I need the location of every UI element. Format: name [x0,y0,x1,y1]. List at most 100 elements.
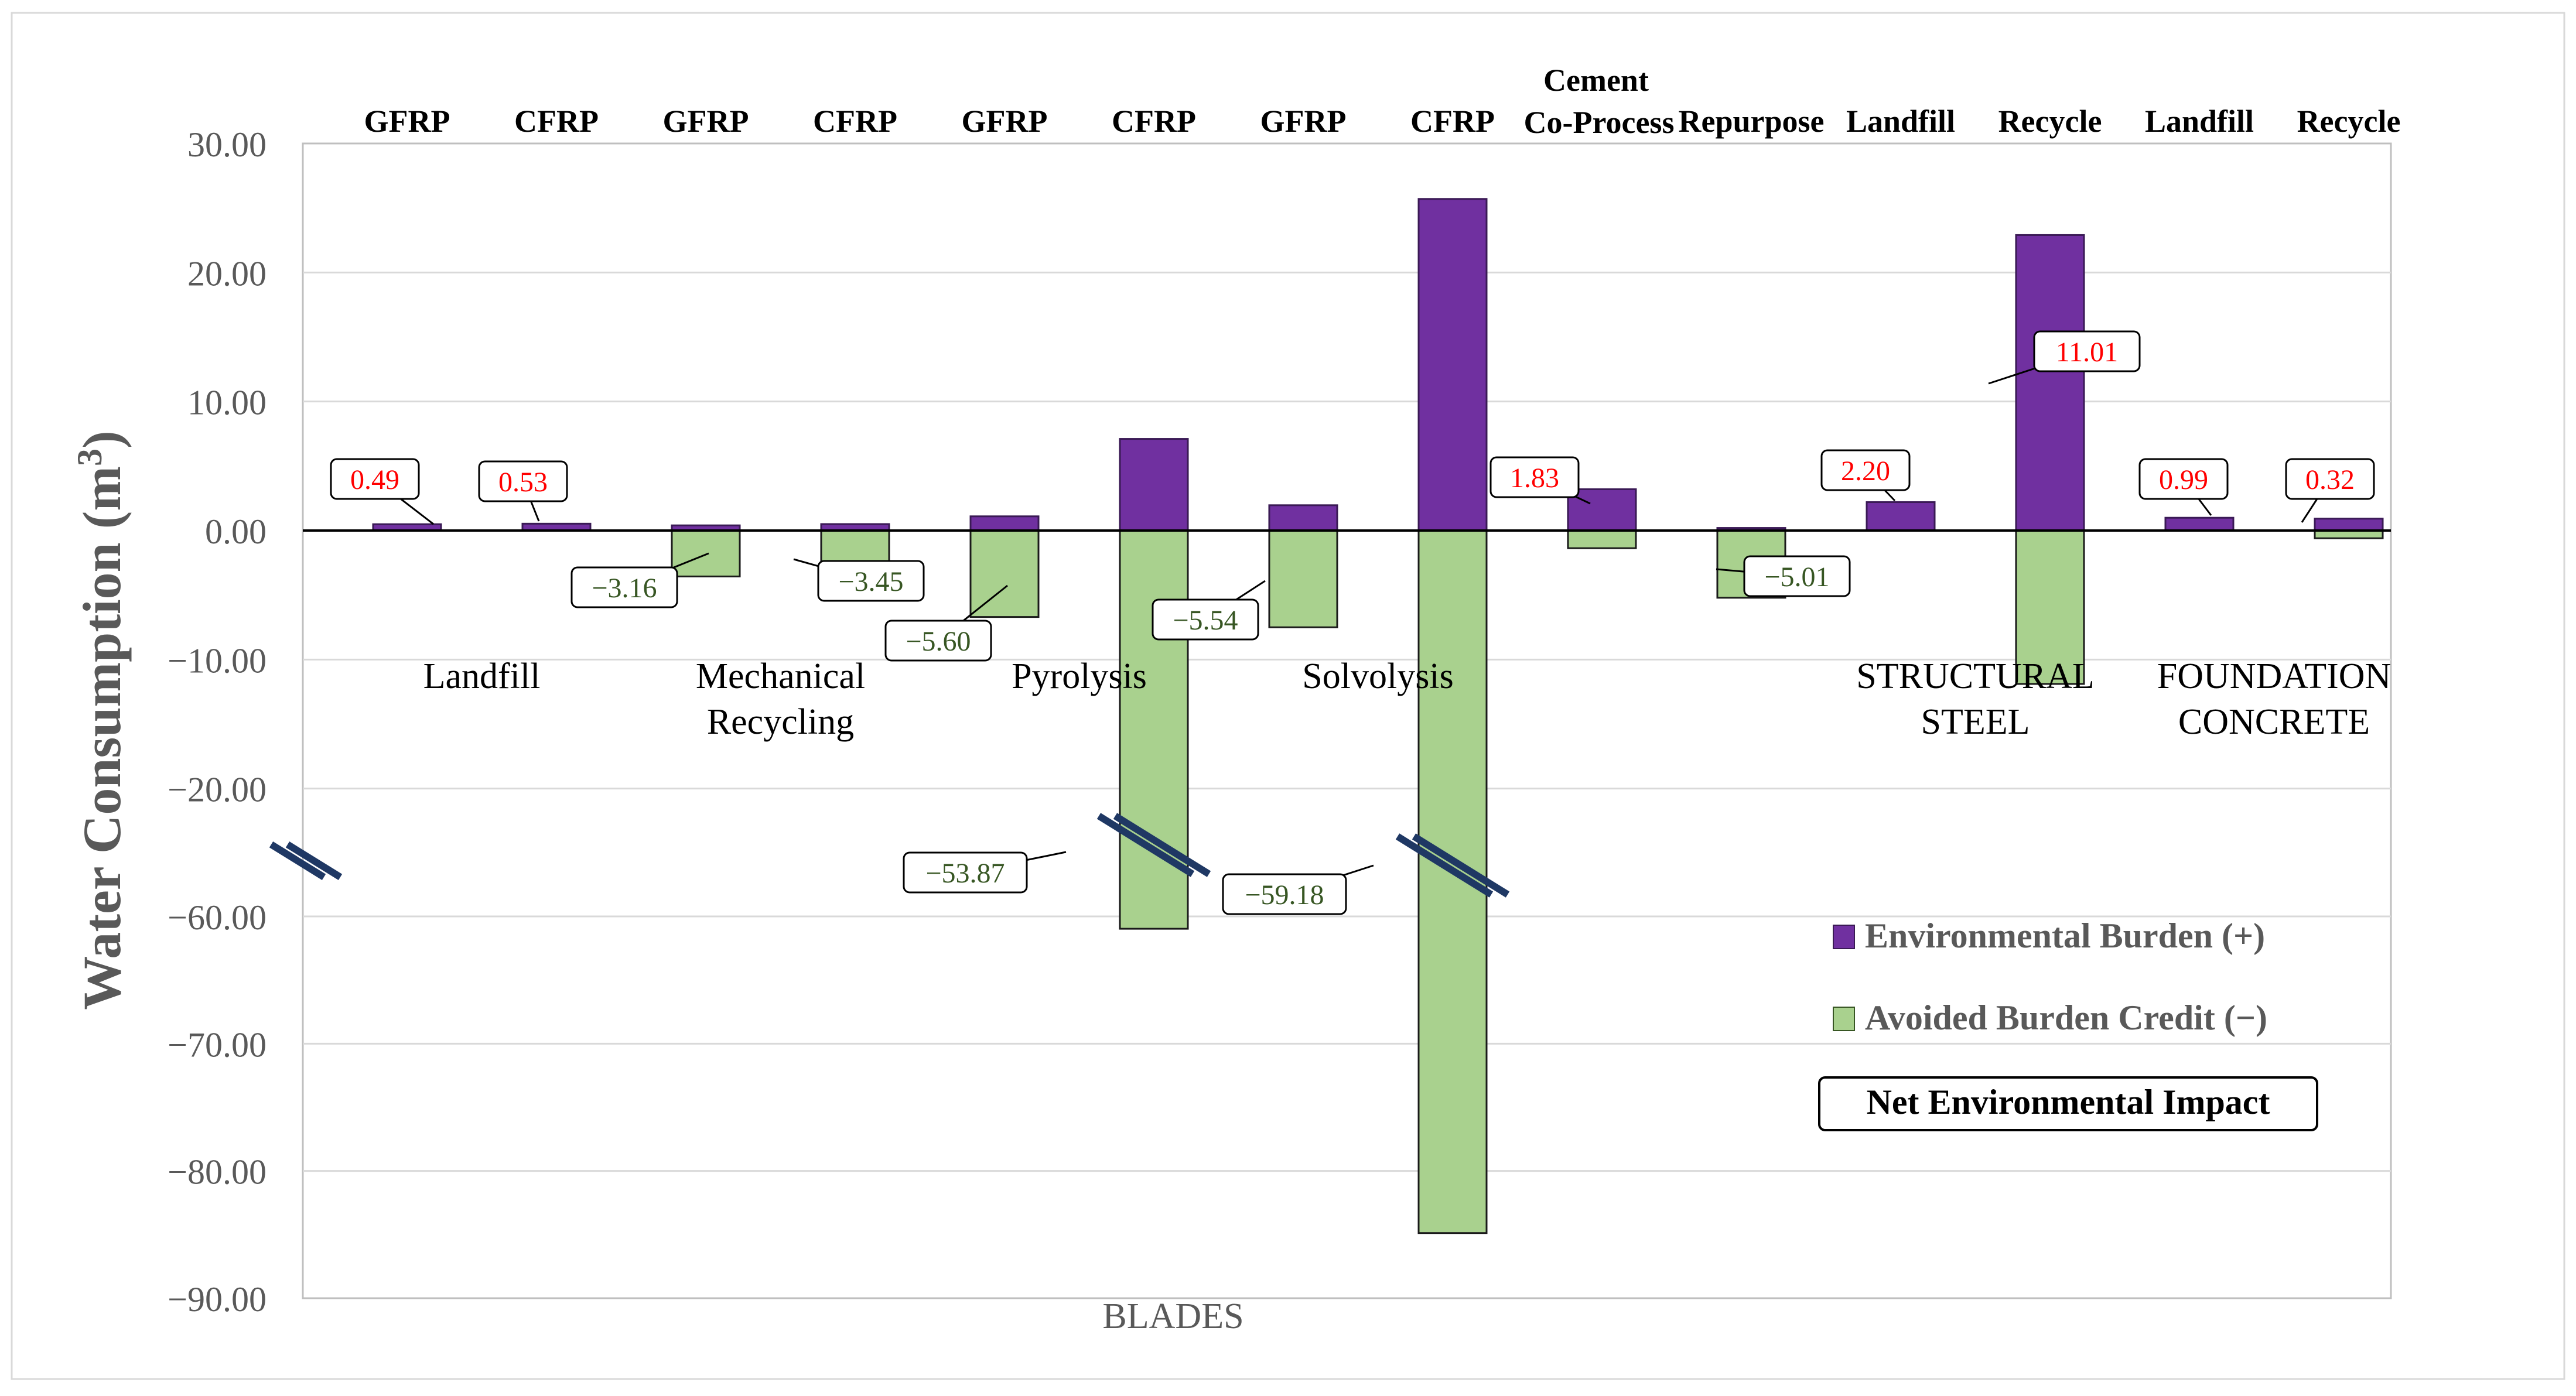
category-label: CFRP [1112,104,1196,139]
credit-bar [1268,529,1338,628]
burden-bar [969,515,1040,532]
y-axis-title-superscript: 3 [70,449,109,466]
y-tick-label: −90.00 [168,1280,267,1319]
axis-break-stroke [269,841,326,880]
category-label: CFRP [514,104,599,139]
burden-bar [2164,516,2235,532]
y-tick-label: −20.00 [168,771,267,809]
group-label-line: Solvolysis [1302,656,1453,696]
group-label-line: Landfill [423,656,541,696]
axis-break-stroke [1113,813,1211,877]
callout-box [1152,598,1259,641]
y-axis-title: Water Consumption (m3) [70,430,132,1010]
callout-box [884,620,992,662]
y-axis-title-close: ) [72,430,132,449]
y-tick-label: −10.00 [168,641,267,680]
callout-box [2138,458,2229,500]
callout-box [817,560,925,602]
burden-bar [2314,518,2384,532]
net-value-label: −3.45 [838,566,903,597]
axis-break-stroke [285,841,343,880]
y-axis: 30.00 20.00 10.00 0.00 −10.00 −20.00 −60.00 −70… [168,125,267,1319]
callout-box [570,566,678,608]
category-label: GFRP [663,104,749,139]
net-value-label: 0.99 [2159,464,2208,495]
credit-bar [1567,529,1637,549]
callout-box [478,460,568,502]
burden-bar [1119,438,1189,532]
net-value-label: 2.20 [1841,456,1890,487]
credit-bar [1119,529,1189,930]
group-label-line: Recycling [707,702,854,742]
group-label: FOUNDATION CONCRETE [2157,656,2391,742]
legend-net-box [1818,1076,2318,1131]
net-value-label: 0.32 [2305,464,2355,495]
y-tick-label: 30.00 [187,125,267,164]
legend-swatch-credit [1833,1007,1855,1031]
x-axis-title: BLADES [1102,1296,1243,1336]
category-label-line: Co-Process [1524,105,1675,140]
burden-bar [2015,234,2085,532]
net-value-label: 0.53 [498,467,548,498]
group-label-line: Mechanical [696,656,865,696]
credit-bar [671,529,741,577]
category-labels: GFRP CFRP GFRP CFRP GFRP CFRP GFRP CFRP Cement Co… [364,63,2401,140]
category-label: Landfill [1846,104,1955,139]
group-label: Pyrolysis [1012,656,1147,696]
category-label: GFRP [962,104,1048,139]
axis-break-stroke [1096,813,1195,877]
net-value-label: 0.49 [350,464,399,495]
category-label: GFRP [364,104,450,139]
net-value-label: −5.01 [1764,562,1829,593]
burden-bar [1567,488,1637,532]
net-value-label: −3.16 [592,573,657,604]
axis-breaks [269,813,1510,898]
y-tick-label: −80.00 [168,1153,267,1192]
callout-box [1820,449,1911,491]
legend-swatch-burden [1833,925,1855,949]
y-tick-label: 20.00 [187,254,267,293]
group-label: STRUCTURAL STEEL [1856,656,2094,742]
burden-bar [1268,504,1338,532]
y-tick-label: 10.00 [187,384,267,422]
net-value-label: −59.18 [1245,880,1324,911]
net-impact-labels: 0.49 0.53 −3.16 −3.45−5.60 −53.87 −5.54 −59.18… [330,330,2375,915]
group-label-line: CONCRETE [2178,702,2370,742]
callout-box [2285,458,2375,500]
legend-label-net: Net Environmental Impact [1867,1083,2270,1121]
category-label: CFRP [813,104,897,139]
category-label: GFRP [1260,104,1347,139]
legend: Environmental Burden (+) Avoided Burden … [1818,916,2318,1131]
category-label: Repurpose [1678,104,1824,139]
group-label: Landfill [423,656,541,696]
group-label-line: STEEL [1921,702,2030,742]
category-label: Recycle [2297,104,2401,139]
legend-label-burden: Environmental Burden (+) [1865,916,2265,955]
net-value-label: −53.87 [925,858,1005,889]
callout-box [1489,456,1580,498]
net-value-label: −5.60 [906,626,971,657]
burden-bar [1866,501,1936,532]
group-label-line: Pyrolysis [1012,656,1147,696]
group-labels: Landfill Mechanical Recycling Pyrolysis Solv… [423,656,2391,742]
group-label: Mechanical Recycling [696,656,865,742]
y-axis-title-text: Water Consumption (m [72,466,132,1010]
category-label: CFRP [1410,104,1495,139]
category-label: Recycle [1998,104,2102,139]
callout-box [1222,873,1347,915]
group-label-line: STRUCTURAL [1856,656,2094,696]
legend-label-credit: Avoided Burden Credit (−) [1865,998,2267,1037]
axis-break-stroke [1412,833,1510,898]
net-value-label: 1.83 [1510,463,1559,494]
net-value-label: 11.01 [2056,337,2118,368]
callout-box [903,851,1028,894]
credit-bar [969,529,1040,618]
group-label: Solvolysis [1302,656,1453,696]
y-tick-label: 0.00 [205,512,267,551]
y-tick-label: −60.00 [168,898,267,937]
callout-box [1743,555,1851,597]
axis-break-stroke [1395,833,1494,898]
burden-bar [1417,198,1488,532]
